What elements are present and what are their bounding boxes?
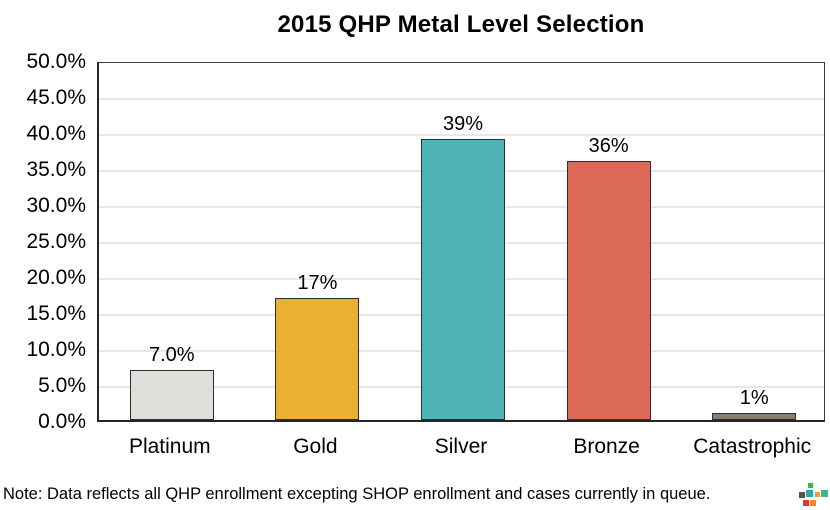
x-tick-label-bronze: Bronze: [573, 435, 640, 458]
y-tick-label: 50.0%: [26, 50, 86, 73]
logo-square: [799, 492, 805, 498]
gridline-45: [99, 98, 824, 100]
x-tick-label-silver: Silver: [434, 435, 488, 458]
bar-value-label-silver: 39%: [442, 113, 484, 136]
bar-platinum: [129, 369, 214, 420]
x-tick-label-catastrophic: Catastrophic: [693, 435, 812, 458]
pixel-cluster-logo-icon: [798, 482, 829, 507]
y-tick-label: 0.0%: [38, 410, 86, 433]
bar-catastrophic: [712, 412, 797, 420]
chart-title: 2015 QHP Metal Level Selection: [277, 11, 645, 38]
y-tick-label: 20.0%: [26, 266, 86, 289]
y-tick-label: 25.0%: [26, 230, 86, 253]
bar-value-label-bronze: 36%: [588, 134, 629, 157]
y-tick-label: 35.0%: [26, 158, 86, 181]
gridline-40: [99, 134, 824, 136]
y-tick-label: 30.0%: [26, 194, 86, 217]
logo-square: [810, 500, 816, 506]
footnote: Note: Data reflects all QHP enrollment e…: [3, 485, 711, 503]
x-tick-label-gold: Gold: [293, 435, 338, 458]
logo-square: [808, 483, 813, 488]
logo-square: [821, 490, 828, 497]
y-tick-label: 15.0%: [26, 302, 86, 325]
y-tick-label: 45.0%: [26, 86, 86, 109]
bar-silver: [421, 139, 505, 420]
bar-bronze: [566, 160, 651, 420]
logo-square: [815, 492, 820, 497]
bar-value-label-catastrophic: 1%: [739, 386, 769, 409]
bar-gold: [275, 297, 360, 420]
y-tick-label: 5.0%: [38, 374, 86, 397]
bar-value-label-gold: 17%: [297, 271, 338, 294]
plot-area: 7.0% 17% 39% 36% 1%: [97, 62, 825, 422]
logo-square: [806, 490, 813, 497]
x-tick-label-platinum: Platinum: [128, 435, 211, 458]
bar-value-label-platinum: 7.0%: [149, 343, 195, 366]
y-tick-label: 10.0%: [26, 338, 86, 361]
y-tick-label: 40.0%: [26, 122, 86, 145]
logo-square: [803, 500, 809, 506]
